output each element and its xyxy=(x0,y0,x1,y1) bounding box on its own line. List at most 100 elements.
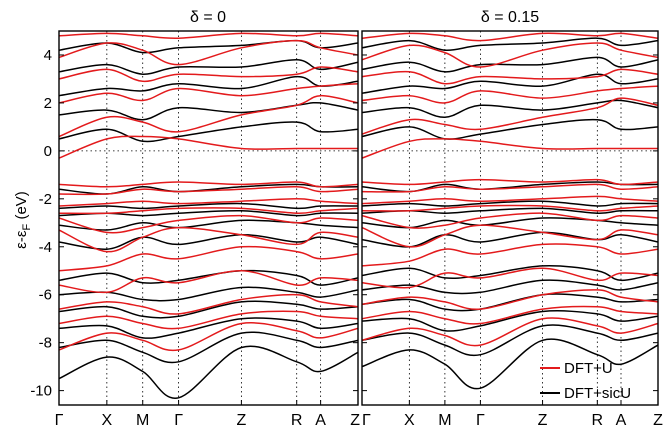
legend-label-dftu: DFT+U xyxy=(564,360,613,377)
band-line-dftsicu xyxy=(362,338,658,390)
band-line-dftsicu xyxy=(59,101,358,121)
band-line-dftu xyxy=(362,224,658,248)
band-line-dftsicu xyxy=(59,234,358,250)
band-line-dftu xyxy=(59,66,358,83)
band-line-dftsicu xyxy=(362,56,658,73)
band-line-dftu xyxy=(59,245,358,272)
band-line-dftsicu xyxy=(362,265,658,282)
band-line-dftu xyxy=(362,267,658,289)
band-line-dftsicu xyxy=(362,279,658,295)
band-line-dftu xyxy=(59,39,358,66)
grid-lines xyxy=(362,31,658,405)
band-line-dftsicu xyxy=(59,331,358,364)
band-line-dftu xyxy=(362,243,658,267)
y-tick-label: -4 xyxy=(39,239,52,256)
x-tick-label: Γ xyxy=(174,412,183,429)
x-tick-label: X xyxy=(102,412,113,429)
y-tick-label: -6 xyxy=(39,287,52,304)
band-line-dftu xyxy=(362,183,658,193)
band-line-dftsicu xyxy=(362,231,658,248)
band-line-dftsicu xyxy=(59,286,358,302)
band-line-dftsicu xyxy=(362,217,658,229)
x-tick-label: Z xyxy=(653,412,663,429)
band-line-dftu xyxy=(59,207,358,215)
band-line-dftu xyxy=(59,186,358,196)
band-line-dftsicu xyxy=(59,121,358,143)
band-line-dftsicu xyxy=(59,202,358,210)
band-line-dftu xyxy=(59,310,358,330)
legend: DFT+U DFT+sicU xyxy=(540,360,631,402)
band-line-dftu xyxy=(362,178,658,186)
band-line-dftsicu xyxy=(362,118,658,140)
x-tick-label: R xyxy=(592,412,604,429)
band-line-dftsicu xyxy=(362,200,658,207)
band-line-dftsicu xyxy=(59,317,358,339)
band-line-dftsicu xyxy=(59,39,358,54)
band-line-dftu xyxy=(59,322,358,352)
band-line-dftsicu xyxy=(59,300,358,319)
band-line-dftu xyxy=(59,135,358,159)
band-line-dftu xyxy=(362,317,658,347)
band-line-dftu xyxy=(362,32,658,42)
y-axis-label: ε-εF (eV) xyxy=(13,191,33,249)
y-tick-label: -2 xyxy=(39,191,52,208)
band-line-dftu xyxy=(362,138,658,159)
band-line-dftsicu xyxy=(362,99,658,119)
band-line-dftsicu xyxy=(362,37,658,52)
band-line-dftsicu xyxy=(362,310,658,332)
band-line-dftu xyxy=(362,68,658,85)
x-tick-label: M xyxy=(136,412,149,429)
band-line-dftsicu xyxy=(362,293,658,312)
band-line-dftu xyxy=(59,94,358,138)
panel-title: δ = 0 xyxy=(190,9,226,26)
x-tick-label: A xyxy=(315,412,326,429)
y-tick-label: -10 xyxy=(30,383,52,400)
x-tick-label: Z xyxy=(350,412,360,429)
y-tick-label: 4 xyxy=(44,47,52,64)
band-line-dftu xyxy=(362,195,658,205)
panel-title: δ = 0.15 xyxy=(481,9,539,26)
x-tick-label: Γ xyxy=(55,412,64,429)
band-line-dftu xyxy=(362,289,658,310)
band-line-dftu xyxy=(59,181,358,188)
band-line-dftu xyxy=(362,42,658,68)
band-line-dftsicu xyxy=(59,345,358,399)
y-ticks: 4 2 0 -2 -4 -6 -8 -10 xyxy=(30,47,658,400)
band-line-dftu xyxy=(59,214,358,234)
band-line-dftsicu xyxy=(59,219,358,231)
band-line-dftu xyxy=(59,82,358,104)
band-line-dftu xyxy=(59,226,358,253)
grid-lines xyxy=(59,31,358,405)
bands xyxy=(59,32,358,399)
y-tick-label: 0 xyxy=(44,143,52,160)
band-line-dftu xyxy=(59,269,358,294)
y-tick-label: -8 xyxy=(39,335,52,352)
band-line-dftu xyxy=(362,204,658,212)
x-tick-label: R xyxy=(291,412,303,429)
plot-frame xyxy=(361,30,659,406)
plot-frame xyxy=(58,30,359,406)
x-tick-label: Γ xyxy=(362,412,371,429)
band-line-dftsicu xyxy=(362,324,658,357)
legend-label-dftsicu: DFT+sicU xyxy=(564,385,631,402)
x-tick-label: M xyxy=(438,412,451,429)
band-line-dftu xyxy=(362,97,658,135)
band-line-dftu xyxy=(362,305,658,325)
x-tick-label: A xyxy=(616,412,627,429)
band-line-dftu xyxy=(362,212,658,229)
x-tick-label: Z xyxy=(538,412,548,429)
x-tick-label: Γ xyxy=(476,412,485,429)
x-tick-label: X xyxy=(404,412,415,429)
band-line-dftsicu xyxy=(59,59,358,75)
band-line-dftu xyxy=(362,85,658,104)
band-line-dftsicu xyxy=(362,73,658,95)
x-tick-label: Z xyxy=(236,412,246,429)
band-line-dftu xyxy=(59,293,358,315)
y-tick-label: 2 xyxy=(44,95,52,112)
band-line-dftu xyxy=(59,32,358,39)
